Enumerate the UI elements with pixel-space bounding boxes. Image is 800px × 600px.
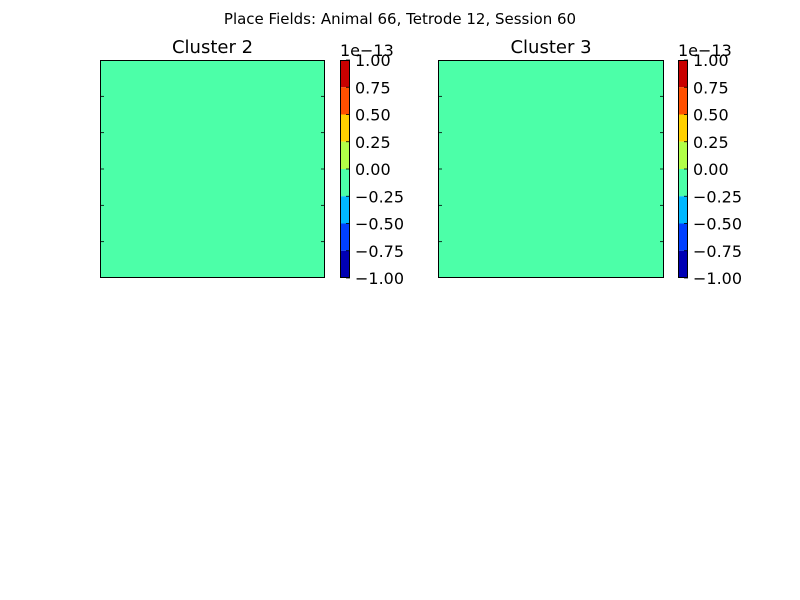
colorbar-band <box>340 250 350 278</box>
colorbar-tick-label: 0.50 <box>693 106 729 125</box>
colorbar-tick-label: 0.00 <box>355 160 391 179</box>
colorbar-band <box>340 60 350 88</box>
panel-1: Cluster 2 1.00 0.75 0.50 0.25 0.00 −0.25 −0.50 −… <box>100 37 404 288</box>
colorbar-band <box>340 114 350 142</box>
place-field-heatmap <box>100 60 325 278</box>
colorbar-tick-label: 0.75 <box>355 78 391 97</box>
colorbar-tick-label: 0.75 <box>693 78 729 97</box>
colorbar-band <box>340 87 350 115</box>
panels-group: Cluster 2 1.00 0.75 0.50 0.25 0.00 −0.25 −0.50 −… <box>100 37 742 288</box>
colorbar-tick-label: −1.00 <box>693 269 742 288</box>
colorbar-tick-label: −0.75 <box>693 242 742 261</box>
colorbar-tick-label: −1.00 <box>355 269 404 288</box>
colorbar-offset-label: 1e−13 <box>340 41 394 60</box>
colorbar-band <box>678 250 688 278</box>
colorbar-tick-label: −0.50 <box>355 215 404 234</box>
colorbar-band <box>340 223 350 251</box>
colorbar-tick-label: −0.25 <box>693 187 742 206</box>
colorbar-band <box>340 141 350 169</box>
colorbar-tick-label: 1.00 <box>693 51 729 70</box>
panel-title: Cluster 2 <box>172 37 253 58</box>
colorbar-offset-label: 1e−13 <box>678 41 732 60</box>
colorbar-tick-label: −0.25 <box>355 187 404 206</box>
colorbar-tick-label: 0.25 <box>693 133 729 152</box>
colorbar-band <box>678 114 688 142</box>
colorbar-band <box>678 141 688 169</box>
colorbar-band <box>340 196 350 224</box>
panel-2: Cluster 3 1.00 0.75 0.50 0.25 0.00 −0.25 −0.50 −… <box>438 37 742 288</box>
colorbar-tick-label: 0.25 <box>355 133 391 152</box>
colorbar-tick-label: 0.00 <box>693 160 729 179</box>
colorbar-tick-label: −0.75 <box>355 242 404 261</box>
colorbar-band <box>340 169 350 197</box>
place-field-heatmap <box>438 60 664 278</box>
colorbar-band <box>678 169 688 197</box>
colorbar-band <box>678 87 688 115</box>
colorbar-tick-label: 1.00 <box>355 51 391 70</box>
colorbar-tick-label: −0.50 <box>693 215 742 234</box>
colorbar-band <box>678 60 688 88</box>
colorbar-band <box>678 223 688 251</box>
colorbar-band <box>678 196 688 224</box>
figure-suptitle: Place Fields: Animal 66, Tetrode 12, Ses… <box>224 10 576 28</box>
panel-title: Cluster 3 <box>510 37 591 58</box>
colorbar-tick-label: 0.50 <box>355 106 391 125</box>
